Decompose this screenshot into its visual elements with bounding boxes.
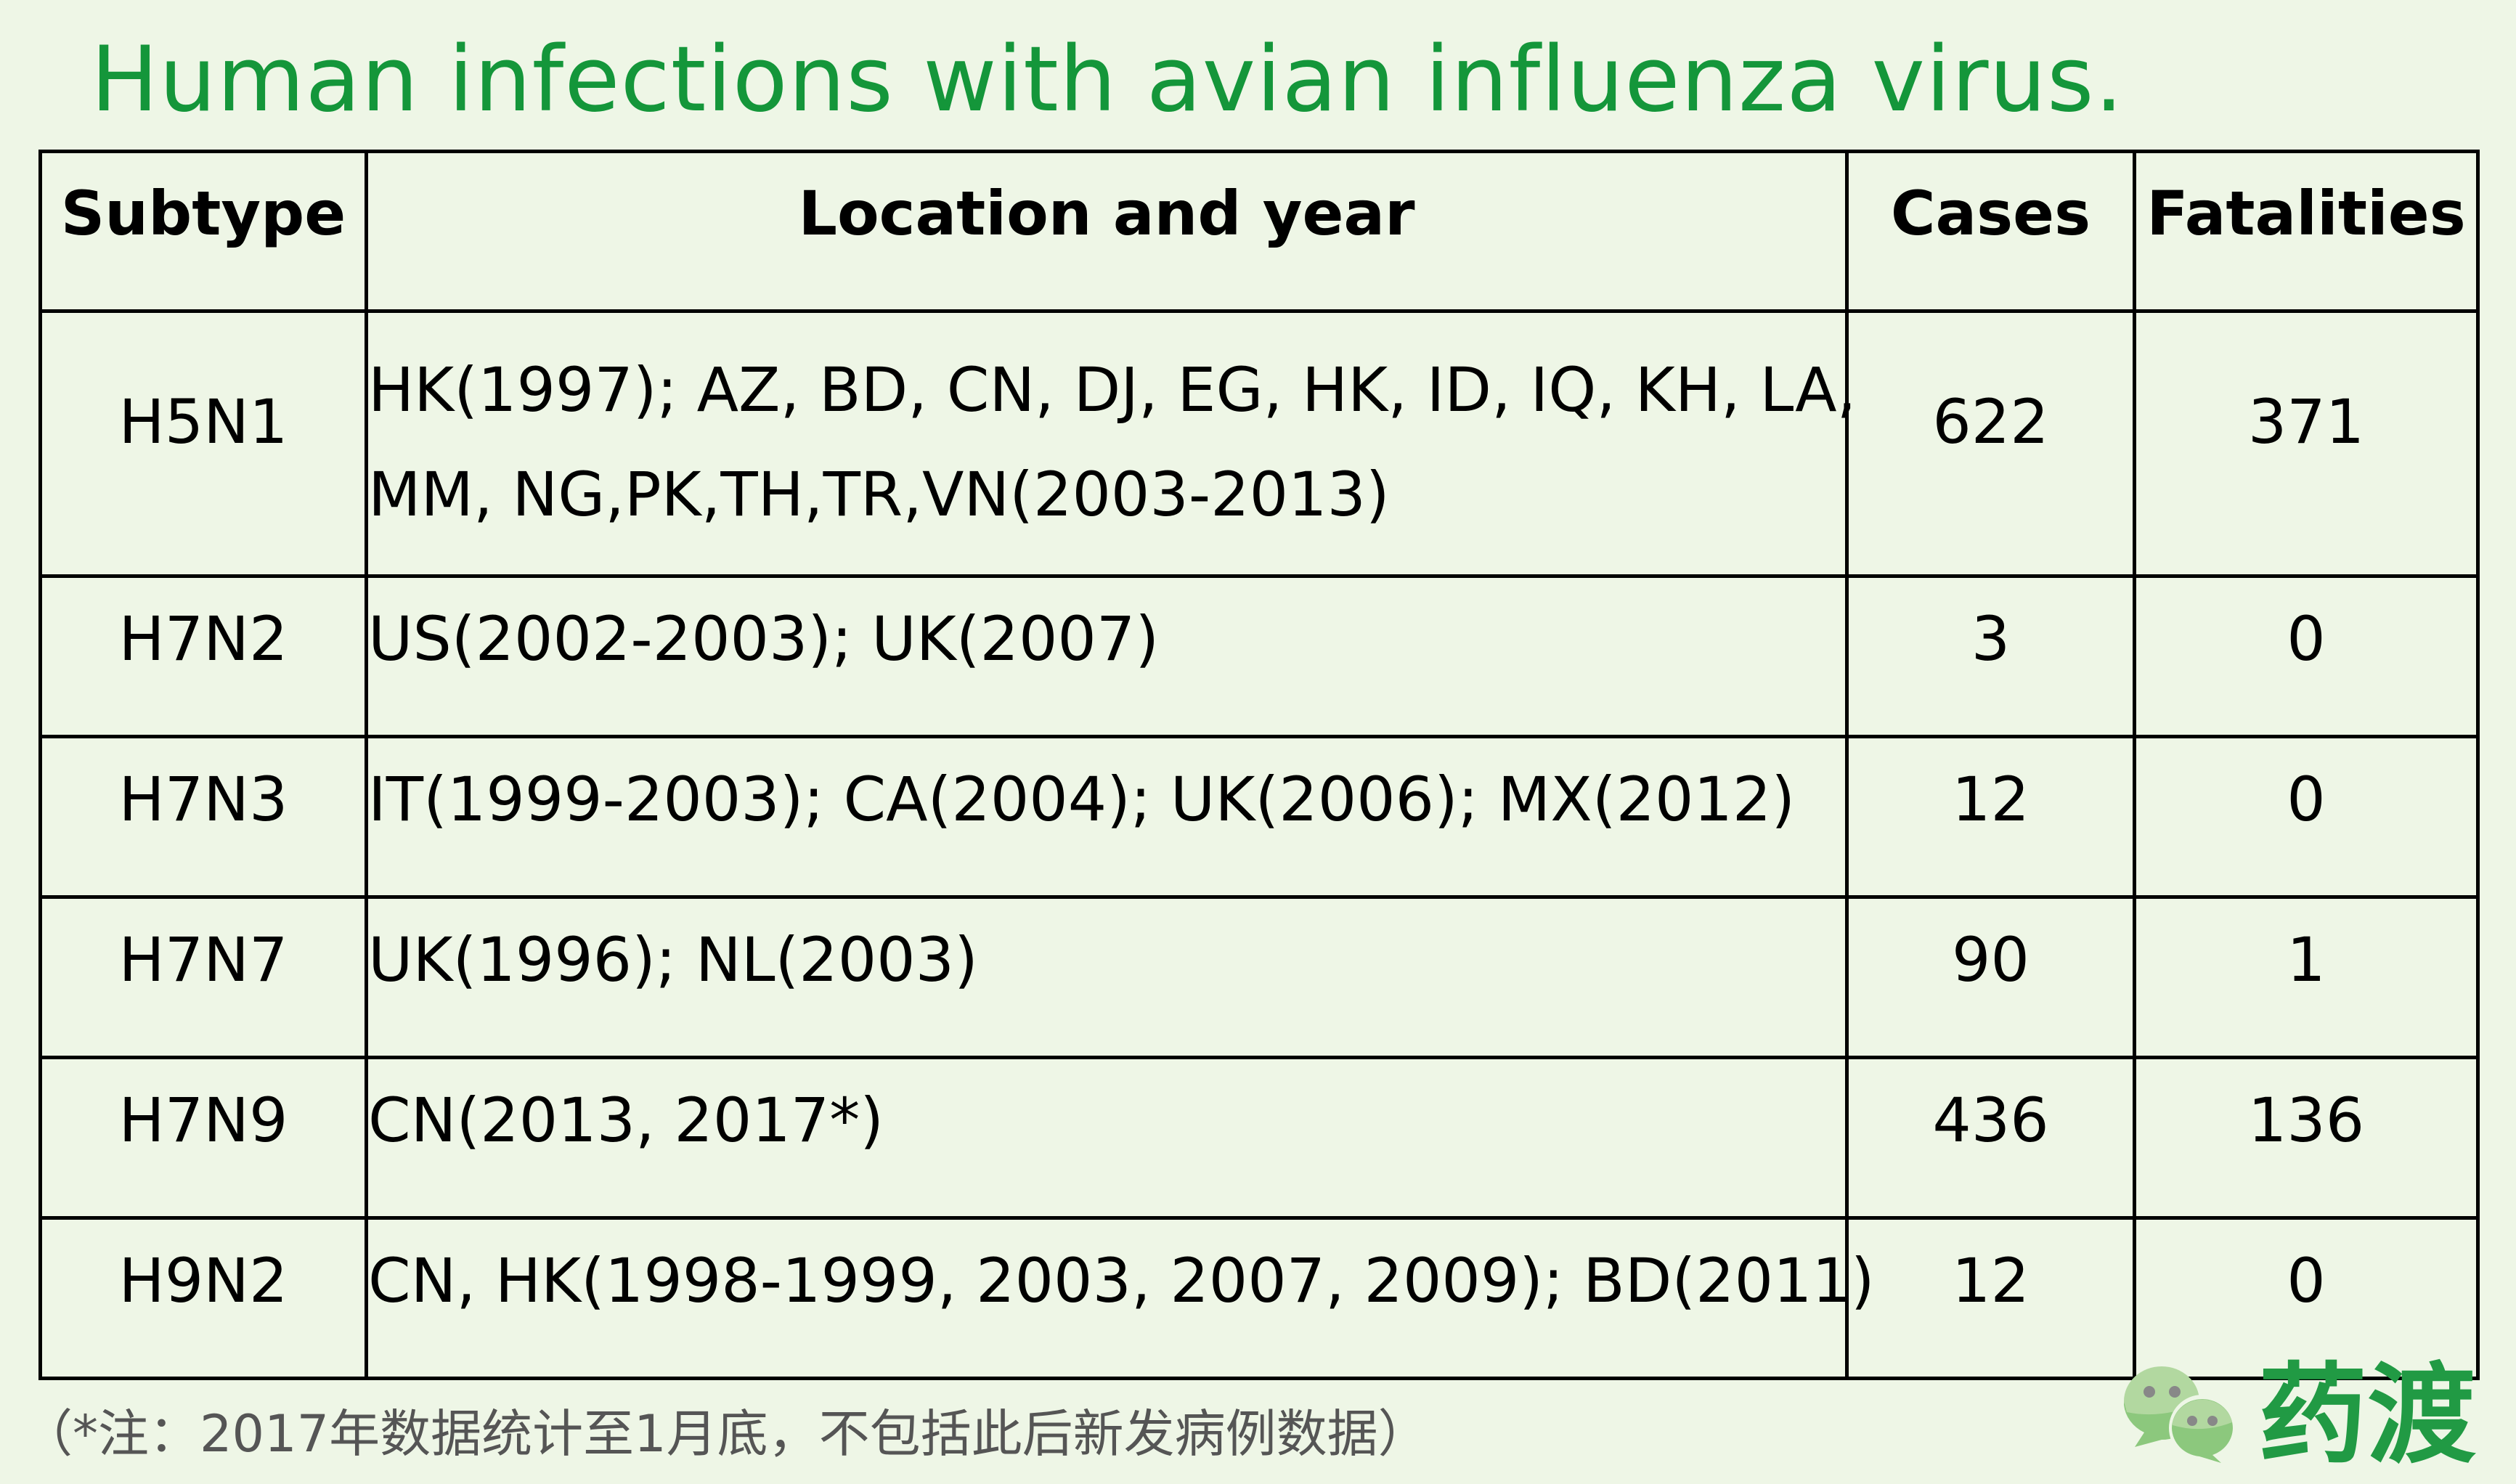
cell-cases: 90	[1845, 895, 2136, 1059]
table-row: H5N1 HK(1997); AZ, BD, CN, DJ, EG, HK, I…	[38, 309, 2480, 578]
cell-location: CN(2013, 2017*)	[365, 1056, 1849, 1220]
header-cases: Cases	[1845, 150, 2136, 313]
cell-fatalities: 0	[2133, 1216, 2480, 1380]
cell-subtype: H5N1	[38, 309, 368, 578]
brand-logo: 药渡	[2117, 1354, 2494, 1477]
avian-influenza-table: Subtype Location and year Cases Fataliti…	[38, 150, 2480, 1380]
cell-fatalities: 0	[2133, 574, 2480, 738]
location-line: MM, NG,PK,TH,TR,VN(2003-2013)	[368, 459, 1390, 530]
cell-cases: 436	[1845, 1056, 2136, 1220]
cell-location: CN, HK(1998-1999, 2003, 2007, 2009); BD(…	[365, 1216, 1875, 1380]
cell-fatalities: 0	[2133, 735, 2480, 899]
cell-location: US(2002-2003); UK(2007)	[365, 574, 1849, 738]
header-subtype: Subtype	[38, 150, 368, 313]
location-line: HK(1997); AZ, BD, CN, DJ, EG, HK, ID, IQ…	[368, 354, 1857, 425]
cell-subtype: H7N2	[38, 574, 368, 738]
cell-cases: 3	[1845, 574, 2136, 738]
cell-subtype: H7N9	[38, 1056, 368, 1220]
cell-subtype: H9N2	[38, 1216, 368, 1380]
cell-location: IT(1999-2003); CA(2004); UK(2006); MX(20…	[365, 735, 1849, 899]
page-title: Human infections with avian influenza vi…	[90, 28, 2125, 132]
table-header-row: Subtype Location and year Cases Fataliti…	[38, 150, 2480, 313]
cell-subtype: H7N3	[38, 735, 368, 899]
header-location-year: Location and year	[365, 150, 1849, 313]
cell-subtype: H7N7	[38, 895, 368, 1059]
cell-fatalities: 1	[2133, 895, 2480, 1059]
table-row: H7N9 CN(2013, 2017*) 436 136	[38, 1056, 2480, 1220]
cell-cases: 12	[1845, 1216, 2136, 1380]
cell-location: HK(1997); AZ, BD, CN, DJ, EG, HK, ID, IQ…	[365, 309, 1857, 578]
table-row: H9N2 CN, HK(1998-1999, 2003, 2007, 2009)…	[38, 1216, 2480, 1380]
table-row: H7N7 UK(1996); NL(2003) 90 1	[38, 895, 2480, 1059]
cell-cases: 12	[1845, 735, 2136, 899]
wechat-icon	[2124, 1366, 2236, 1463]
footnote: （*注：2017年数据统计至1月底，不包括此后新发病例数据）	[22, 1404, 1429, 1464]
brand-name: 药渡	[2258, 1353, 2477, 1479]
table-row: H7N2 US(2002-2003); UK(2007) 3 0	[38, 574, 2480, 738]
header-fatalities: Fatalities	[2133, 150, 2480, 313]
cell-fatalities: 371	[2133, 309, 2480, 578]
table-row: H7N3 IT(1999-2003); CA(2004); UK(2006); …	[38, 735, 2480, 899]
cell-fatalities: 136	[2133, 1056, 2480, 1220]
cell-cases: 622	[1845, 309, 2136, 578]
cell-location: UK(1996); NL(2003)	[365, 895, 1849, 1059]
